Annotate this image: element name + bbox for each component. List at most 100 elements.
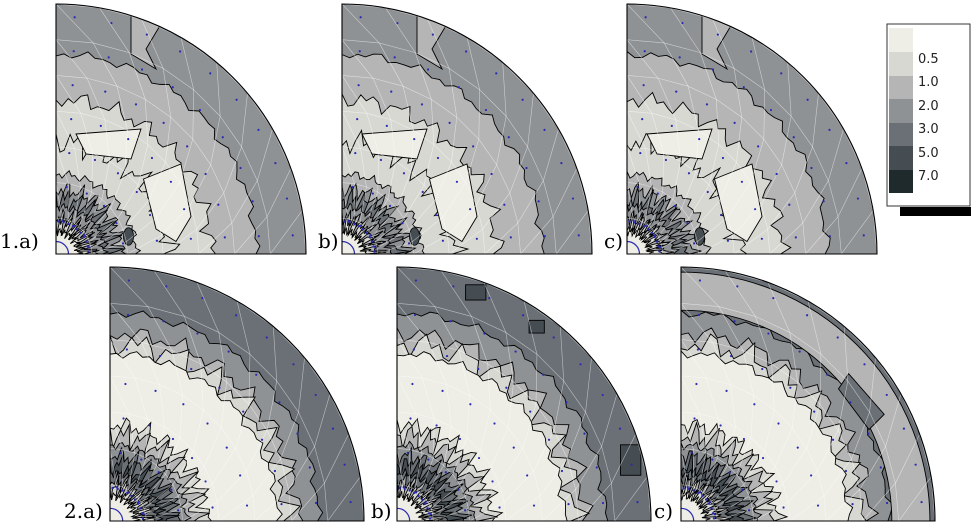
inner-node <box>136 502 140 505</box>
mesh-edge <box>797 381 821 405</box>
inner-node <box>710 507 713 510</box>
mesh-edge <box>231 222 235 254</box>
mesh-node <box>235 98 238 101</box>
mesh-edge <box>841 210 874 254</box>
mesh-edge <box>116 484 123 488</box>
mesh-node <box>512 446 515 449</box>
mesh-node <box>509 236 512 239</box>
mesh-edge <box>145 514 147 521</box>
mesh-edge <box>248 404 268 431</box>
mesh-node <box>140 68 144 71</box>
mesh-edge <box>708 497 713 504</box>
inner-node <box>687 487 690 491</box>
mesh-edge <box>110 339 142 343</box>
mesh-node <box>126 313 130 317</box>
inner-node <box>348 221 351 224</box>
mesh-node <box>664 158 668 162</box>
mesh-edge <box>660 241 663 248</box>
mesh-edge <box>654 199 674 232</box>
mesh-edge <box>146 457 157 466</box>
mesh-edge <box>535 354 538 405</box>
mesh-edge <box>543 180 554 217</box>
mesh-edge <box>443 465 453 475</box>
origin-arc <box>342 240 356 254</box>
mesh-edge <box>434 200 443 218</box>
mesh-edge <box>110 302 148 307</box>
mesh-edge <box>252 458 281 496</box>
mesh-edge <box>851 458 860 490</box>
mesh-node <box>137 500 140 503</box>
sector-outline <box>341 3 593 255</box>
mesh-node <box>190 367 193 371</box>
mesh-edge <box>693 449 706 454</box>
mesh-edge <box>68 183 81 188</box>
mesh-edge <box>705 452 718 459</box>
mesh-node <box>431 33 434 36</box>
mesh-edge <box>91 191 103 200</box>
mesh-node <box>145 33 148 36</box>
mesh-edge <box>148 162 166 201</box>
mesh-edge <box>397 375 417 414</box>
colorbar-black-bar <box>900 207 971 216</box>
inner-node <box>71 225 75 228</box>
mesh-edge <box>177 466 205 497</box>
mesh-edge <box>468 508 470 521</box>
mesh-edge <box>818 93 844 130</box>
mesh-edge <box>342 182 349 219</box>
inner-node <box>697 491 700 495</box>
mesh-edge <box>56 75 82 114</box>
mesh-edge <box>409 486 416 490</box>
mesh-edge <box>464 466 492 497</box>
mesh-edge <box>86 78 106 120</box>
mesh-edge <box>141 474 166 504</box>
mesh-edge <box>469 501 505 521</box>
mesh-edge <box>56 146 75 149</box>
mesh-edge <box>790 116 813 148</box>
mesh-node <box>127 137 130 141</box>
mesh-edge <box>145 495 179 515</box>
mesh-edge <box>266 430 281 460</box>
mesh-edge <box>763 89 766 140</box>
mesh-node <box>148 213 152 217</box>
mesh-edge <box>159 384 183 396</box>
mesh-edge <box>480 450 492 467</box>
mesh-node <box>115 222 118 225</box>
mesh-edge <box>591 357 618 395</box>
mesh-edge <box>110 375 130 414</box>
mesh-edge <box>218 332 251 355</box>
inner-node <box>84 240 88 243</box>
contour-panel-6 <box>680 266 936 522</box>
panel-body <box>56 4 306 254</box>
mesh-edge <box>165 162 180 183</box>
mesh-edge <box>536 354 564 382</box>
mesh-node <box>142 513 145 516</box>
mesh-edge <box>122 486 129 490</box>
mesh-edge <box>708 184 721 201</box>
mesh-edge <box>372 207 397 237</box>
colorbar-tick-5: 7.0 <box>918 169 939 184</box>
mesh-edge <box>423 184 436 201</box>
mesh-edge <box>760 205 768 230</box>
mesh-edge <box>137 184 150 201</box>
mesh-edge <box>179 139 194 183</box>
mesh-edge <box>257 128 273 181</box>
mesh-edge <box>627 4 665 44</box>
mesh-node <box>409 417 412 420</box>
mesh-edge <box>192 89 195 140</box>
mesh-edge <box>464 496 469 509</box>
mesh-node <box>469 403 472 406</box>
mesh-node <box>705 103 709 106</box>
mesh-edge <box>716 514 718 521</box>
mesh-edge <box>447 204 477 236</box>
mesh-edge <box>601 393 618 447</box>
mesh-edge <box>716 418 719 459</box>
mesh-edge <box>288 489 292 521</box>
mesh-edge <box>767 229 771 254</box>
mesh-edge <box>491 466 500 484</box>
mesh-edge <box>122 200 150 230</box>
mesh-edge <box>459 450 481 485</box>
mesh-edge <box>806 404 821 449</box>
mesh-edge <box>601 446 612 484</box>
mesh-node <box>828 128 831 132</box>
mesh-edge <box>342 39 380 44</box>
